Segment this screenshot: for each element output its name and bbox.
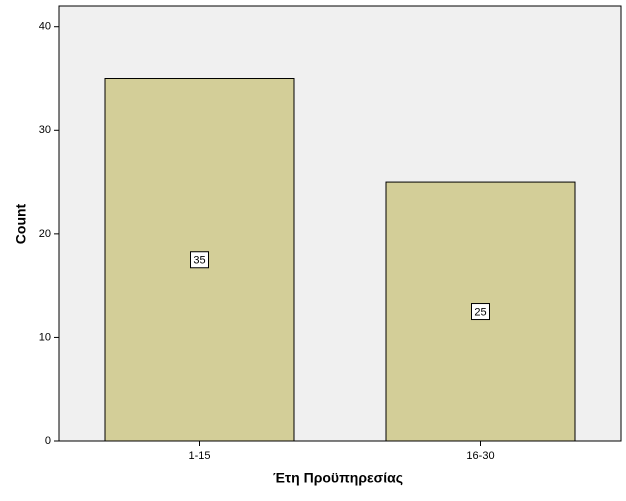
x-tick-label: 1-15 [188,450,210,462]
y-axis-title: Count [13,203,29,244]
data-label-box [190,251,209,269]
data-label: 25 [474,306,486,318]
y-tick-label: 30 [39,124,51,136]
x-tick-label: 16-30 [466,450,494,462]
y-tick-label: 20 [39,228,51,240]
data-label-box [471,303,490,321]
x-axis-title: Έτη Προϋπηρεσίας [273,470,403,486]
y-tick-label: 0 [45,435,51,447]
data-label: 35 [193,255,205,267]
y-tick-label: 10 [39,331,51,343]
y-tick-label: 40 [39,21,51,33]
